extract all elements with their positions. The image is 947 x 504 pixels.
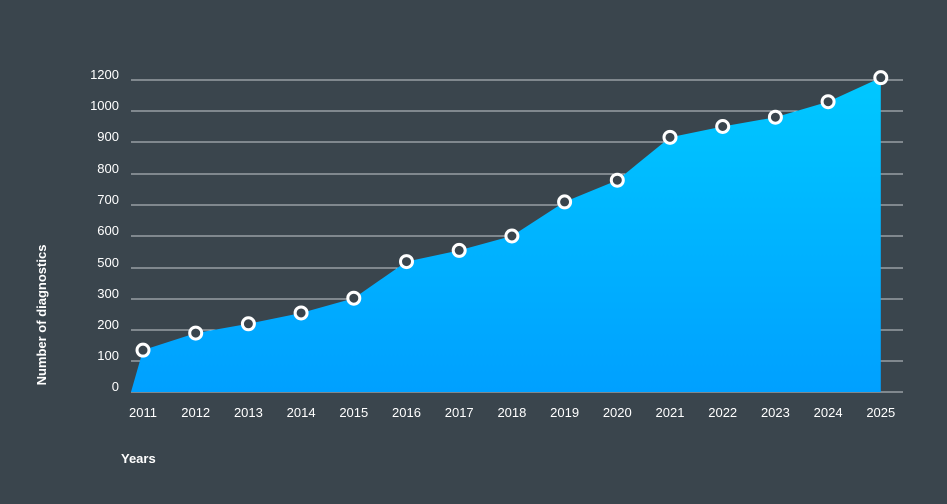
data-point <box>662 129 678 145</box>
y-tick-label: 1000 <box>90 98 119 113</box>
x-tick-label: 2013 <box>234 405 263 420</box>
y-tick-label: 200 <box>97 317 119 332</box>
data-point <box>715 119 731 134</box>
x-axis-ticks: 2011 2012 2013 2014 2015 2016 2017 2018 2019 2020… <box>129 405 895 420</box>
y-tick-label: 300 <box>97 286 119 301</box>
x-tick-label: 2014 <box>287 405 316 420</box>
x-tick-label: 2024 <box>814 405 843 420</box>
data-point <box>767 109 783 125</box>
y-axis-ticks: 0 100 200 300 500 600 700 800 900 1000 1200 <box>90 67 119 394</box>
data-point <box>240 316 256 332</box>
data-point <box>504 228 520 244</box>
x-tick-label: 2025 <box>866 405 895 420</box>
x-tick-label: 2017 <box>445 405 474 420</box>
y-axis-title: Number of diagnostics <box>34 245 49 386</box>
x-tick-label: 2011 <box>129 405 157 420</box>
x-tick-label: 2015 <box>339 405 368 420</box>
data-point <box>346 290 362 306</box>
data-point <box>873 70 889 86</box>
data-point <box>557 194 573 210</box>
y-tick-label: 1200 <box>90 67 119 82</box>
area-series <box>131 77 881 393</box>
x-tick-label: 2019 <box>550 405 579 420</box>
x-tick-label: 2020 <box>603 405 632 420</box>
data-point <box>609 172 625 188</box>
x-tick-label: 2018 <box>497 405 526 420</box>
data-point <box>293 305 309 321</box>
y-tick-label: 900 <box>97 129 119 144</box>
y-tick-label: 600 <box>97 223 119 238</box>
x-axis-title: Years <box>121 451 156 466</box>
x-tick-label: 2012 <box>181 405 210 420</box>
y-tick-label: 700 <box>97 192 119 207</box>
data-point <box>451 242 467 258</box>
x-tick-label: 2016 <box>392 405 421 420</box>
x-tick-label: 2021 <box>656 405 685 420</box>
y-tick-label: 0 <box>112 379 119 394</box>
y-tick-label: 800 <box>97 161 119 176</box>
y-tick-label: 500 <box>97 255 119 270</box>
data-points <box>135 70 889 358</box>
data-point <box>820 94 836 110</box>
x-tick-label: 2023 <box>761 405 790 420</box>
data-point <box>188 325 204 341</box>
data-point <box>399 254 414 270</box>
y-tick-label: 100 <box>97 348 119 363</box>
x-tick-label: 2022 <box>708 405 737 420</box>
data-point <box>135 342 151 358</box>
